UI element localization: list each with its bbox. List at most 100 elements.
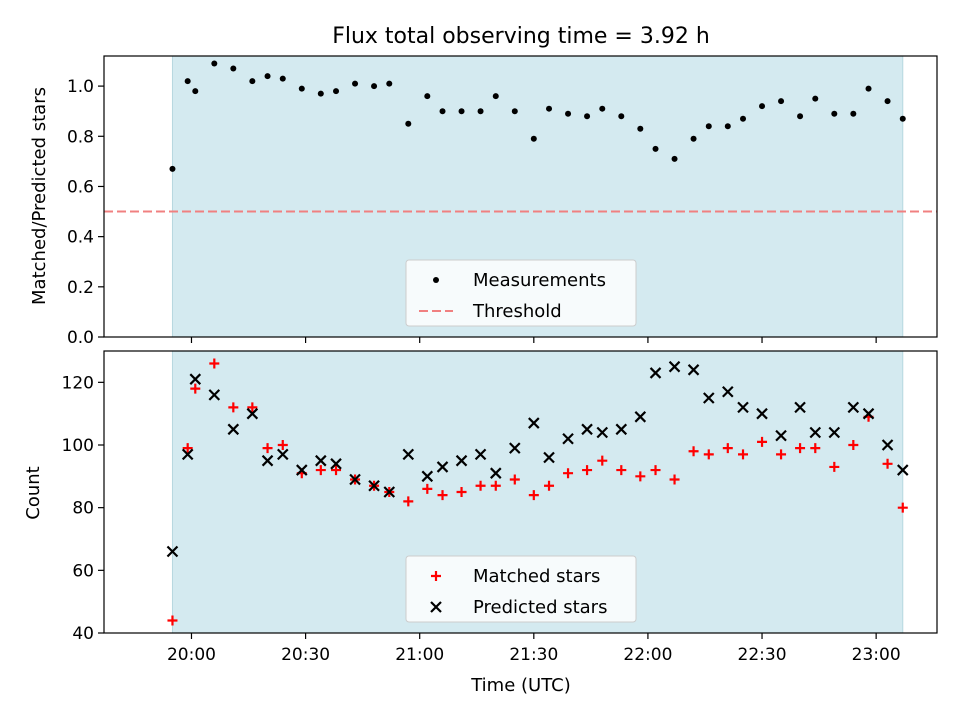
predicted-stars-point [528,417,540,429]
x-tick-label: 22:00 [623,645,672,665]
predicted-stars-point [383,486,396,498]
y-tick-label: 1.0 [67,77,94,97]
legend-box [405,555,637,623]
predicted-stars-point [562,432,574,445]
matched-stars-point [403,496,414,507]
y-tick-label: 0.8 [67,127,94,147]
predicted-stars-point [615,423,628,436]
matched-stars-point [703,449,714,460]
x-tick-label: 22:30 [738,645,787,665]
predicted-stars-point [828,426,841,439]
measurement-point [371,83,378,90]
measurement-point [724,123,731,130]
predicted-stars-point [402,448,415,461]
matched-stars-point [635,471,646,482]
y-axis-label-count: Count [23,466,44,519]
measurement-point [599,105,606,112]
predicted-stars-point [296,464,308,476]
matched-stars-point [331,465,342,476]
matched-stars-point [650,465,661,476]
predicted-stars-point [509,442,521,454]
matched-stars-point [795,443,806,454]
matched-stars-point [167,615,178,626]
y-tick-label: 80 [72,499,94,519]
predicted-stars-point [668,360,681,373]
matched-stars-point [544,480,555,491]
measurement-point [865,85,872,92]
measurement-point [652,145,659,152]
y-tick-label: 100 [62,436,94,456]
measurement-point [184,78,191,85]
matched-stars-point [490,480,501,491]
matched-stars-point [209,358,220,369]
x-tick-label: 20:00 [167,645,216,665]
y-tick-label: 40 [72,624,94,644]
predicted-stars-point [775,429,787,442]
predicted-stars-point [421,470,434,483]
measurement-point [705,123,712,130]
predicted-stars-point [330,458,342,470]
measurement-point [230,65,237,72]
chart-title: Flux total observing time = 3.92 h [332,24,710,49]
matched-stars-point [509,474,520,485]
matched-stars-point [456,487,467,497]
matched-stars-point [848,440,859,450]
matched-stars-point [669,474,680,485]
measurement-point [740,115,747,122]
y-tick-label: 60 [72,561,94,581]
matched-stars-point [315,465,326,476]
matched-stars-point [190,383,201,394]
x-tick-label: 20:30 [281,645,330,665]
matched-stars-point [228,402,239,413]
matched-stars-point [437,490,448,501]
predicted-stars-point [349,473,361,486]
measurement-point [511,108,518,115]
measurement-point [317,90,324,97]
flux-ratio-panel: 0.0 0.2 0.4 0.6 0.8 1.0 Measurements Threshold [67,55,938,348]
measurement-point [386,80,393,87]
measurement-point [546,105,553,112]
plot-frame [103,55,938,338]
x-tick-label: 23:00 [852,645,901,665]
matched-stars-point [829,461,840,472]
matched-stars-point [528,490,539,501]
matched-stars-point [182,443,193,454]
predicted-stars-point [436,461,449,473]
star-count-panel: 40 60 80 100 120 20:00 20:30 21:00 21:30 22:00 22:… [62,350,938,665]
predicted-stars-point [261,454,274,467]
legend-label: Matched stars [473,566,600,587]
predicted-stars-point [246,407,259,420]
matched-stars-point [897,502,908,513]
measurement-point [778,98,785,105]
matched-stars-point [882,458,893,469]
predicted-stars-point [181,448,194,461]
legend-box [405,259,637,327]
predicted-stars-point [737,401,749,414]
matched-stars-point [757,436,768,447]
y-tick-label: 120 [62,373,94,393]
x-tick-label: 21:00 [395,645,444,665]
predicted-stars-point [847,401,860,414]
y-tick-label: 0.4 [67,228,94,248]
measurement-point [850,110,857,117]
x-tick-label: 21:30 [509,645,558,665]
measurement-point [671,155,678,162]
matched-stars-point [688,446,699,457]
predicted-stars-point [596,426,609,439]
predicted-stars-point [276,448,289,461]
predicted-stars-point [634,411,647,423]
legend-label: Threshold [472,301,562,322]
predicted-stars-point [189,373,202,385]
predicted-stars-point [809,426,822,439]
measurement-point [333,88,340,95]
measurement-point [439,108,446,115]
measurement-point [530,135,537,142]
measurement-point [211,60,218,67]
measurement-point [899,115,906,122]
measurement-point [492,93,499,100]
measurement-point [565,110,572,117]
legend-label: Measurements [473,270,606,291]
predicted-stars-point [794,401,806,414]
matched-stars-point [582,465,593,476]
